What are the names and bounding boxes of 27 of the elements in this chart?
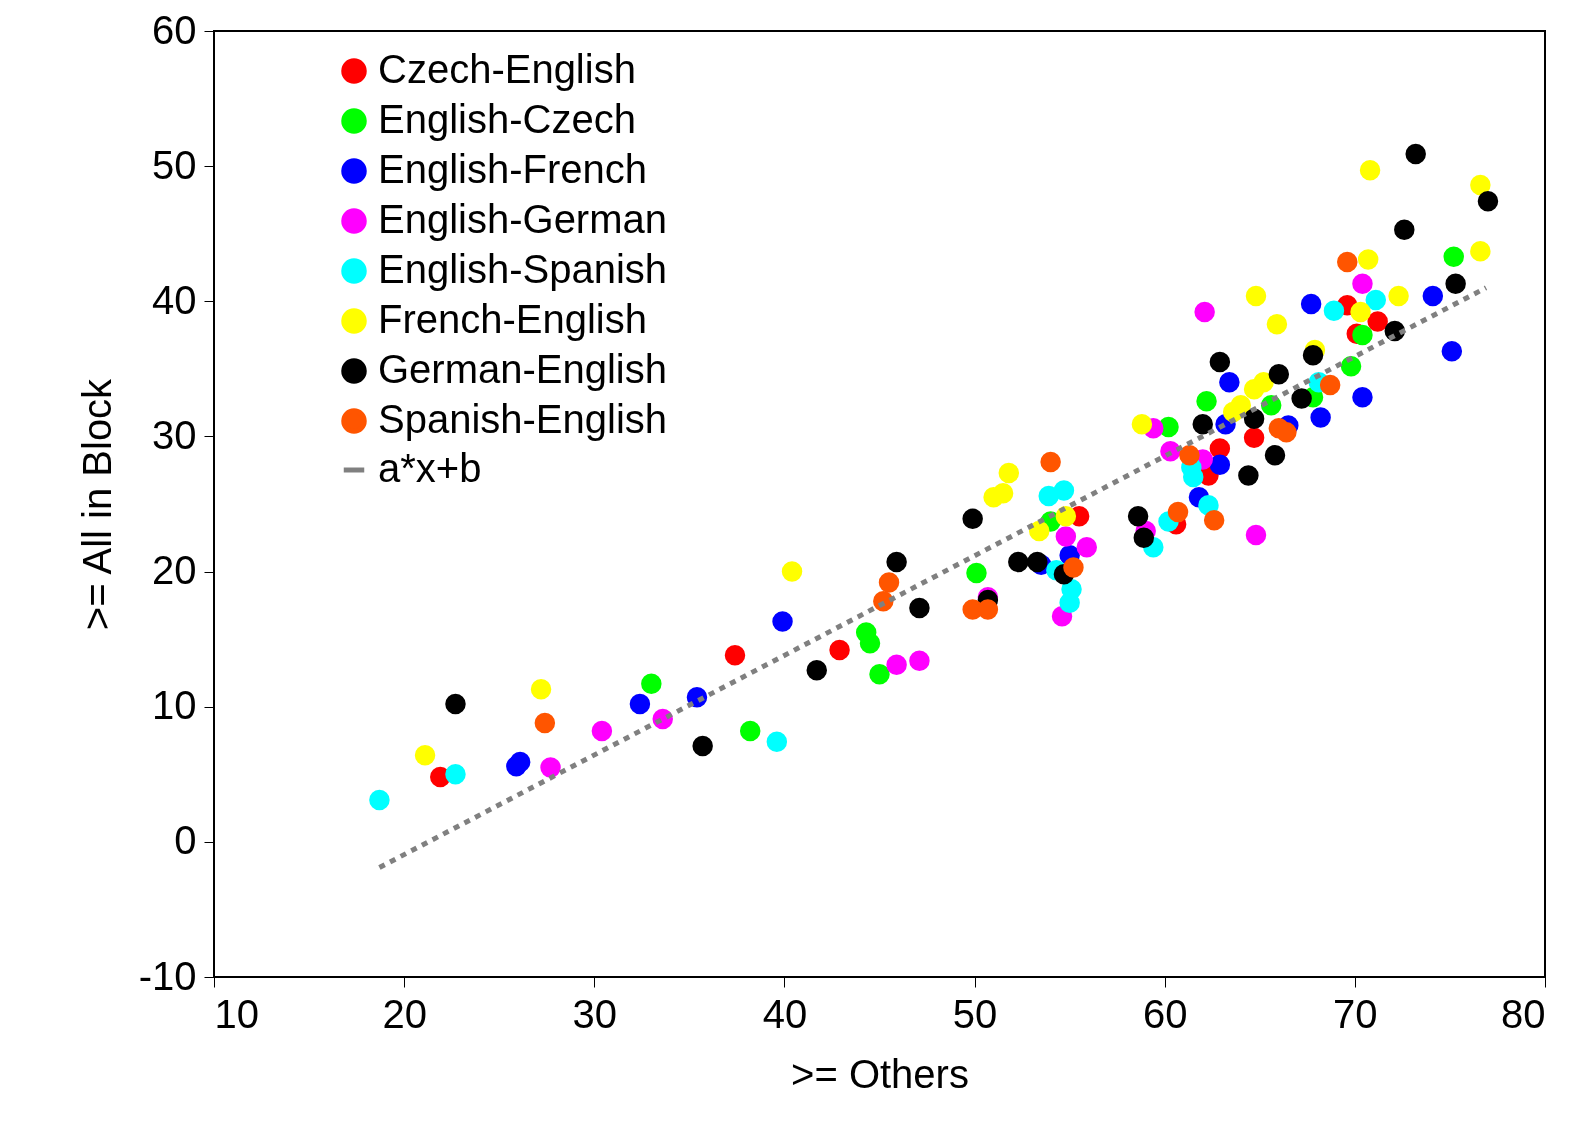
legend-label: English-French bbox=[378, 147, 648, 191]
x-axis-title: >= Others bbox=[791, 1051, 969, 1096]
legend-label: German-English bbox=[378, 347, 668, 391]
y-tick-label: 20 bbox=[152, 548, 197, 593]
x-tick-label: 30 bbox=[572, 991, 618, 1036]
legend-label: English-Spanish bbox=[378, 247, 668, 291]
x-tick-label: 80 bbox=[1501, 991, 1546, 1036]
legend-label: French-English bbox=[378, 297, 648, 341]
x-tick-label: 10 bbox=[214, 991, 259, 1036]
x-tick-label: 40 bbox=[762, 991, 808, 1036]
y-tick-label: 30 bbox=[152, 412, 197, 457]
legend-label: English-Czech bbox=[378, 97, 636, 141]
x-tick-label: 70 bbox=[1333, 991, 1378, 1036]
legend-label: a*x+b bbox=[378, 446, 482, 490]
x-tick-label: 20 bbox=[382, 991, 427, 1036]
x-tick-label: 50 bbox=[952, 991, 998, 1036]
y-tick-label: 60 bbox=[152, 7, 197, 52]
legend-label: English-German bbox=[378, 197, 668, 241]
y-tick-label: 10 bbox=[152, 683, 197, 728]
legend-label: Spanish-English bbox=[378, 397, 668, 441]
legend-label: Czech-English bbox=[378, 47, 636, 91]
y-tick-label: 0 bbox=[174, 818, 197, 863]
y-axis-title: >= All in Block bbox=[74, 377, 119, 631]
y-tick-label: 50 bbox=[152, 142, 197, 187]
x-tick-label: 60 bbox=[1142, 991, 1188, 1036]
y-tick-label: -10 bbox=[138, 953, 197, 998]
y-tick-label: 40 bbox=[152, 277, 197, 322]
